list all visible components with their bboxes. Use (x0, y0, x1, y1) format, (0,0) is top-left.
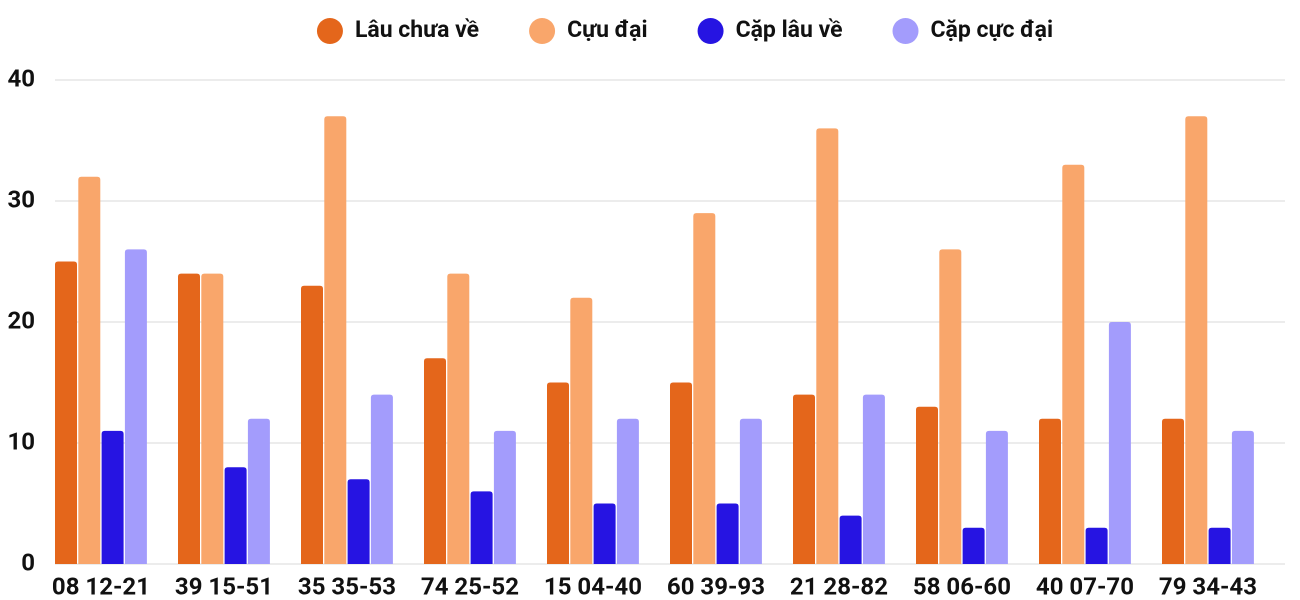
legend-swatch (316, 18, 343, 44)
bar (347, 479, 370, 564)
bar (670, 382, 692, 564)
x-tick-label: 15 04-40 (544, 572, 642, 600)
x-tick-label: 21 28-82 (790, 572, 888, 600)
bar (324, 116, 347, 565)
bar (101, 430, 124, 564)
bar (224, 467, 247, 564)
x-tick-label: 08 12-21 (52, 572, 150, 600)
bar (247, 418, 270, 564)
x-tick-label: 39 15-51 (175, 572, 273, 600)
bar (301, 285, 323, 564)
bar (816, 128, 839, 564)
legend: Lâu chưa về Cựu đại Cặp lâu về Cặp cực đại (316, 16, 1054, 44)
legend-label: Cặp cực đại (931, 16, 1054, 43)
bar (370, 394, 393, 564)
bar (1108, 322, 1131, 564)
bar (201, 273, 224, 564)
x-tick-label: 58 06-60 (913, 572, 1011, 600)
y-tick-label: 30 (7, 185, 35, 213)
bar (616, 418, 639, 564)
bar (55, 261, 77, 564)
legend-item: Cặp lâu về (697, 16, 843, 44)
x-tick-label: 74 25-52 (421, 572, 519, 600)
legend-item: Cựu đại (529, 16, 648, 44)
legend-swatch (529, 18, 556, 44)
bar (793, 394, 815, 564)
bar (1062, 164, 1085, 564)
bar (547, 382, 569, 564)
legend-item: Lâu chưa về (316, 16, 479, 44)
legend-label: Cặp lâu về (736, 16, 843, 43)
y-tick-label: 20 (7, 306, 35, 334)
legend-item: Cặp cực đại (892, 16, 1054, 44)
bar (447, 273, 470, 564)
bar (570, 297, 593, 564)
bar (1185, 116, 1208, 565)
bar (716, 503, 739, 564)
bar (470, 491, 493, 564)
y-tick-label: 0 (21, 548, 35, 576)
bar (1208, 527, 1231, 564)
bar (1039, 418, 1061, 564)
legend-swatch (697, 18, 724, 44)
bar (862, 394, 885, 564)
bar (839, 515, 862, 564)
legend-label: Lâu chưa về (355, 16, 479, 43)
bar (939, 249, 962, 564)
y-tick-label: 10 (7, 427, 35, 455)
bar (985, 430, 1008, 564)
bar (593, 503, 616, 564)
y-tick-label: 40 (7, 64, 35, 92)
bar (424, 358, 446, 564)
legend-label: Cựu đại (567, 16, 648, 43)
bar (693, 213, 716, 564)
x-tick-label: 60 39-93 (667, 572, 765, 600)
x-tick-label: 35 35-53 (298, 572, 396, 600)
bar (916, 406, 938, 564)
x-tick-label: 40 07-70 (1036, 572, 1134, 600)
bar (962, 527, 985, 564)
bar (739, 418, 762, 564)
bar (78, 176, 101, 565)
bar (1085, 527, 1108, 564)
bar (1162, 418, 1184, 564)
bar (124, 249, 147, 564)
bar (493, 430, 516, 564)
legend-swatch (892, 18, 919, 44)
bar (1231, 430, 1254, 564)
x-tick-label: 79 34-43 (1159, 572, 1257, 600)
bar (178, 273, 200, 564)
